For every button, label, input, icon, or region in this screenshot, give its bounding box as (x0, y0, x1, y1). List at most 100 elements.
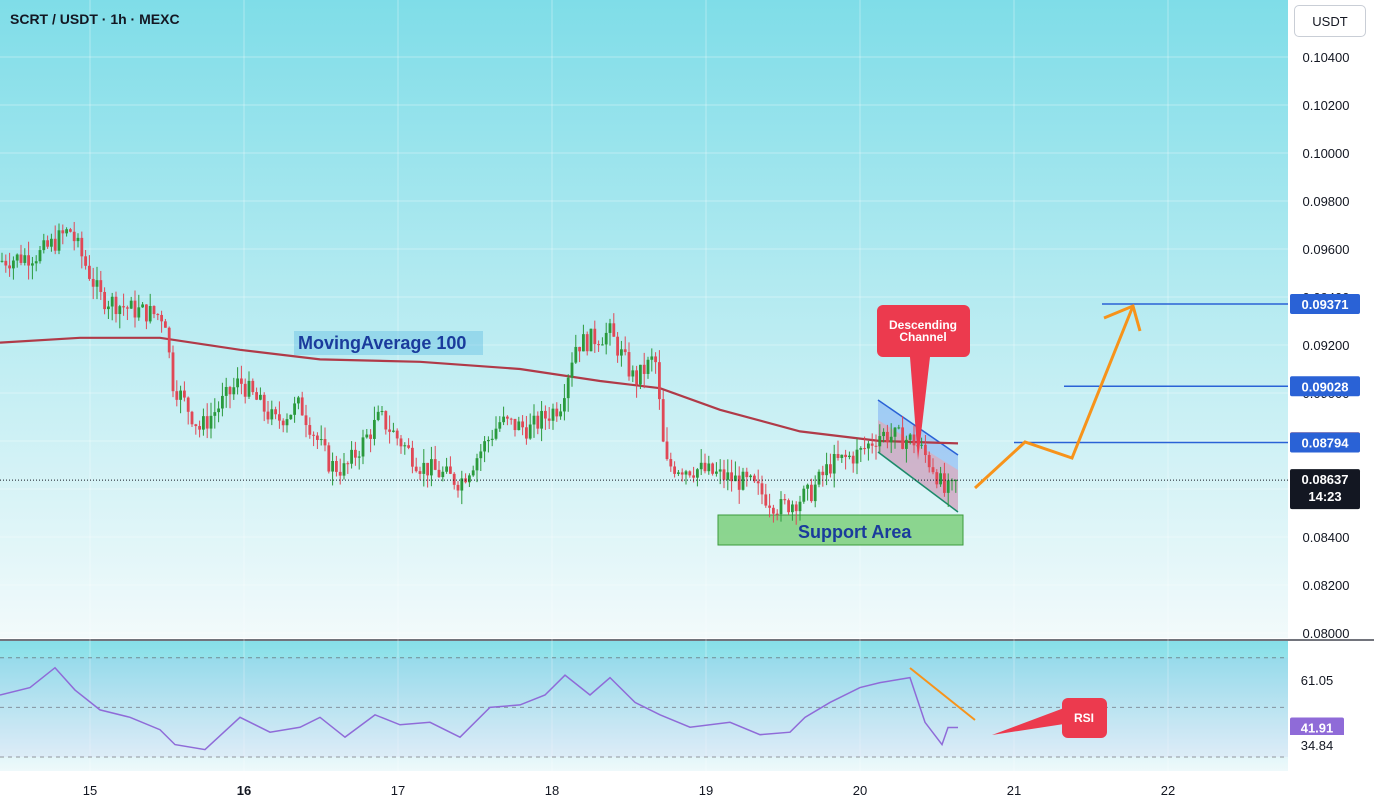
candle-body (927, 455, 931, 468)
candle-body (327, 445, 331, 472)
candle-body (677, 472, 680, 474)
candle-body (859, 448, 863, 450)
candle-body (867, 443, 870, 449)
x-tick-label: 22 (1161, 783, 1175, 798)
candle-body (829, 464, 832, 474)
candle-body (160, 314, 163, 322)
y-tick-label: 0.09600 (1303, 242, 1350, 257)
candle-body (684, 471, 688, 475)
candle-body (680, 472, 684, 475)
candle-body (338, 471, 342, 476)
y-tick-label: 0.09800 (1303, 194, 1350, 209)
candle-body (574, 346, 578, 363)
candle-body (737, 475, 741, 490)
rsi-tag-box (1290, 735, 1344, 755)
current-price-label: 0.08637 (1302, 472, 1349, 487)
candle-body (300, 397, 304, 416)
candle-body (430, 459, 433, 476)
candle-body (874, 445, 878, 447)
candle-body (15, 254, 19, 261)
rsi-line (0, 666, 976, 751)
channel-callout-line1: Descending (889, 318, 957, 332)
candle-body (650, 356, 654, 360)
candle-body (612, 323, 616, 337)
candle-body (604, 332, 608, 345)
candle-body (589, 328, 593, 352)
candle-body (893, 427, 897, 437)
candle-body (639, 364, 642, 385)
candle-body (452, 473, 456, 485)
candle-body (528, 424, 532, 439)
x-tick-label: 15 (83, 783, 97, 798)
candle-body (547, 418, 551, 421)
candle-body (395, 430, 399, 439)
candle-body (779, 499, 783, 515)
candle-body (954, 480, 958, 482)
x-tick-label: 19 (699, 783, 713, 798)
y-tick-label: 0.10200 (1303, 98, 1350, 113)
candle-body (840, 454, 844, 458)
candle-body (506, 416, 509, 419)
candle-body (289, 414, 293, 420)
candle-body (198, 426, 201, 430)
candle-body (715, 471, 718, 474)
candle-body (262, 394, 266, 412)
candle-body (794, 504, 798, 512)
candle-body (593, 328, 597, 345)
candle-body (707, 463, 711, 472)
candle-body (490, 438, 494, 440)
candle-body (19, 254, 23, 263)
candle-body (487, 439, 490, 442)
support-rect (717, 514, 964, 546)
candle-body (27, 255, 30, 266)
y-tick-label: 0.08200 (1303, 578, 1350, 593)
candle-body (756, 481, 760, 484)
candle-body (848, 455, 851, 458)
candle-body (498, 422, 502, 429)
candle-body (544, 410, 547, 419)
candle-body (631, 370, 635, 377)
candle-body (745, 471, 749, 478)
candle-body (433, 459, 437, 470)
candle-body (897, 427, 901, 429)
rsi-divergence-line (909, 667, 976, 721)
candle-body (365, 434, 369, 438)
candle-body (768, 505, 771, 508)
x-axis: 15 16 17 18 19 20 21 22 (83, 783, 1175, 798)
candle-body (270, 409, 274, 420)
candle-body (821, 471, 825, 476)
candle-body (521, 421, 524, 428)
candle-body (825, 464, 828, 476)
candle-body (608, 323, 612, 333)
candle-body (361, 437, 365, 457)
candle-body (141, 304, 144, 308)
candle-body (304, 415, 308, 426)
currency-button[interactable]: USDT (1294, 5, 1366, 37)
candle-body (696, 469, 699, 478)
candle-body (924, 444, 927, 456)
candle-body (775, 513, 779, 515)
candle-body (551, 408, 555, 421)
candle-body (870, 443, 874, 446)
candle-body (692, 475, 695, 478)
candle-body (8, 265, 11, 269)
candle-body (243, 383, 247, 397)
candle-body (331, 460, 334, 472)
candle-body (190, 411, 194, 425)
candle-body (69, 229, 72, 232)
candle-body (80, 237, 84, 257)
candle-body (179, 390, 182, 400)
candle-body (388, 429, 391, 432)
candle-body (920, 444, 923, 446)
candle-body (126, 307, 129, 309)
projection-path (973, 305, 1135, 490)
candle-body (61, 230, 65, 234)
candle-body (251, 380, 255, 393)
candle-body (319, 439, 323, 441)
candle-body (669, 459, 673, 467)
candle-body (217, 408, 220, 413)
candle-body (205, 416, 209, 429)
candle-body (350, 449, 353, 464)
price-tag-label: 0.08794 (1302, 435, 1350, 450)
